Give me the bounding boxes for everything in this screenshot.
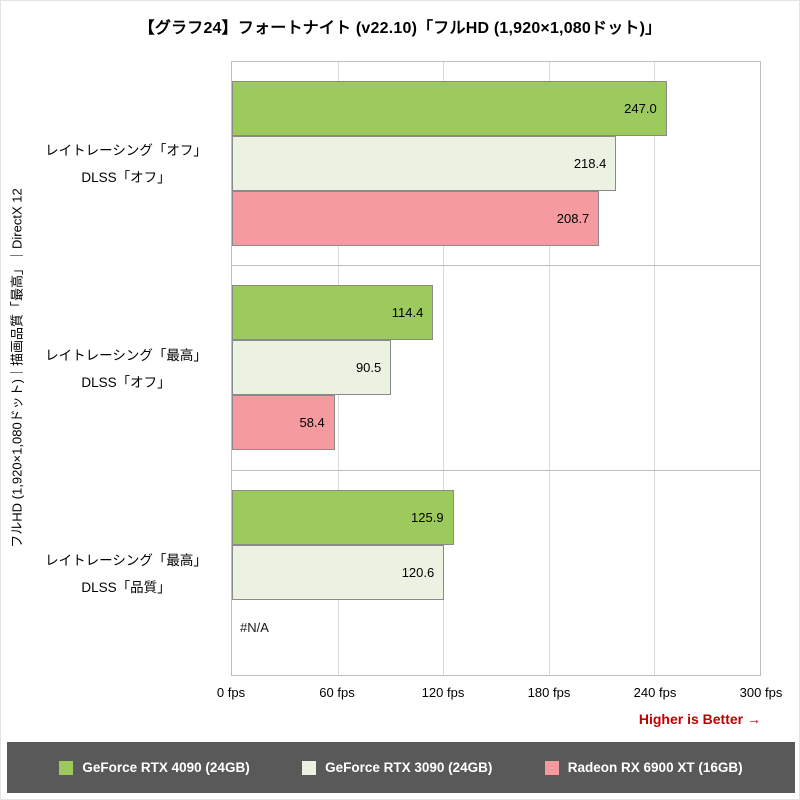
- bar-value-label: 247.0: [624, 101, 657, 117]
- gridline: [548, 62, 550, 675]
- category-label: レイトレーシング「最高」 DLSS「品質」: [27, 471, 225, 676]
- x-tick-label: 300 fps: [739, 685, 783, 700]
- bar-row: 125.9: [232, 490, 760, 546]
- legend-item: Radeon RX 6900 XT (16GB): [544, 760, 743, 775]
- bar: 114.4: [232, 285, 434, 341]
- legend: GeForce RTX 4090 (24GB) GeForce RTX 3090 …: [7, 742, 795, 793]
- bar: 247.0: [232, 81, 667, 137]
- x-axis: 0 fps 60 fps 120 fps 180 fps 240 fps 300 fps: [217, 685, 782, 701]
- bar-value-label: 125.9: [411, 510, 444, 526]
- bar-value-label: 114.4: [391, 305, 424, 321]
- bar-group: 247.0 218.4 208.7: [232, 62, 760, 267]
- bar-value-label: 120.6: [401, 565, 435, 581]
- bar: 218.4: [232, 136, 617, 192]
- category-label: レイトレーシング「最高」 DLSS「オフ」: [27, 266, 225, 471]
- legend-item: GeForce RTX 4090 (24GB): [59, 760, 250, 775]
- higher-is-better-note: Higher is Better →: [638, 711, 761, 727]
- category-label-line: レイトレーシング「最高」: [45, 552, 207, 568]
- category-label-line: DLSS「品質」: [81, 579, 171, 595]
- chart-title: 【グラフ24】フォートナイト (v22.10)「フルHD (1,920×1,08…: [138, 20, 662, 37]
- bar-row: #N/A: [232, 600, 760, 655]
- bar: 90.5: [232, 340, 392, 396]
- x-tick-label: 240 fps: [633, 685, 677, 700]
- category-label-line: レイトレーシング「オフ」: [45, 142, 207, 158]
- x-tick-label: 0 fps: [216, 685, 246, 700]
- x-tick-label: 60 fps: [319, 685, 355, 700]
- legend-item: GeForce RTX 3090 (24GB): [302, 760, 492, 775]
- legend-swatch: [59, 760, 74, 775]
- category-label: レイトレーシング「オフ」 DLSS「オフ」: [27, 61, 225, 266]
- legend-swatch: [302, 760, 317, 775]
- bar: 208.7: [232, 191, 600, 247]
- bar-row: 218.4: [232, 136, 760, 192]
- bar-group: 125.9 120.6 #N/A: [232, 471, 760, 675]
- category-labels: レイトレーシング「オフ」 DLSS「オフ」 レイトレーシング「最高」 DLSS「オフ」…: [27, 61, 225, 676]
- bar-row: 247.0: [232, 81, 760, 137]
- bar-row: 58.4: [232, 395, 760, 451]
- gridline: [443, 62, 445, 675]
- legend-label: GeForce RTX 3090 (24GB): [325, 760, 493, 775]
- bar-value-label: 218.4: [573, 156, 607, 172]
- category-label-line: レイトレーシング「最高」: [45, 347, 207, 363]
- na-value-label: #N/A: [240, 620, 269, 636]
- bar-value-label: 58.4: [299, 415, 325, 431]
- category-label-line: DLSS「オフ」: [81, 374, 171, 390]
- gridline: [654, 62, 656, 675]
- bar: 120.6: [232, 545, 445, 601]
- bar: 58.4: [232, 395, 335, 451]
- bar-group: 114.4 90.5 58.4: [232, 266, 760, 471]
- y-axis-label: フルHD (1,920×1,080ドット)｜描画品質「最高」｜DirectX 1…: [9, 188, 25, 548]
- x-tick-label: 180 fps: [527, 685, 571, 700]
- x-tick-label: 120 fps: [421, 685, 465, 700]
- bar: 125.9: [232, 490, 454, 546]
- legend-label: Radeon RX 6900 XT (16GB): [567, 760, 743, 775]
- bar-row: 114.4: [232, 285, 760, 341]
- bar-row: 208.7: [232, 191, 760, 247]
- bar-value-label: 90.5: [355, 360, 382, 376]
- bar-value-label: 208.7: [556, 211, 590, 227]
- legend-swatch: [544, 760, 559, 775]
- bar-row: 120.6: [232, 545, 760, 601]
- category-label-line: DLSS「オフ」: [81, 169, 171, 185]
- legend-label: GeForce RTX 4090 (24GB): [82, 760, 250, 775]
- bar-row: 90.5: [232, 340, 760, 396]
- plot-area: 247.0 218.4 208.7 114.4 90.5 58.4 125.9 120.6 #N…: [231, 61, 761, 676]
